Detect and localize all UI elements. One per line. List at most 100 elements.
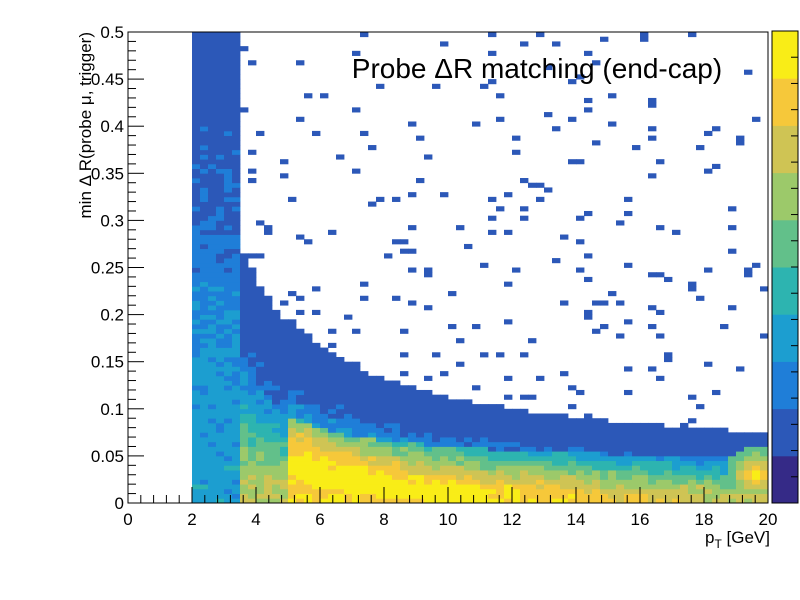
heatmap-cell <box>208 79 217 85</box>
heatmap-cell <box>256 389 265 396</box>
heatmap-cell <box>568 432 577 438</box>
heatmap-cell <box>600 498 609 504</box>
heatmap-cell <box>584 455 593 462</box>
heatmap-cell <box>480 408 489 414</box>
heatmap-cell <box>400 422 409 429</box>
heatmap-cell <box>240 107 249 113</box>
heatmap-cell <box>208 314 217 320</box>
heatmap-cell <box>472 441 481 447</box>
heatmap-cell <box>512 498 521 504</box>
heatmap-cell <box>200 159 209 165</box>
heatmap-cell <box>560 441 569 447</box>
heatmap-cell <box>664 276 673 283</box>
heatmap-cell <box>200 50 209 56</box>
heatmap-cell <box>528 460 537 466</box>
heatmap-cell <box>584 484 593 490</box>
heatmap-cell <box>552 126 561 132</box>
heatmap-cell <box>240 493 249 499</box>
heatmap-cell <box>368 380 377 386</box>
heatmap-cell <box>504 427 513 433</box>
heatmap-cell <box>424 484 433 490</box>
heatmap-cell <box>528 338 537 344</box>
heatmap-cell <box>344 399 353 405</box>
heatmap-cell <box>576 484 585 490</box>
heatmap-cell <box>584 446 593 452</box>
heatmap-cell <box>424 474 433 480</box>
heatmap-cell <box>360 394 369 400</box>
heatmap-cell <box>456 432 465 438</box>
heatmap-cell <box>568 446 577 452</box>
heatmap-cell <box>248 460 257 466</box>
heatmap-cell <box>520 441 529 447</box>
heatmap-cell <box>280 408 289 414</box>
heatmap-cell <box>368 465 377 471</box>
heatmap-cell <box>392 437 401 443</box>
heatmap-cell <box>264 404 273 410</box>
heatmap-cell <box>224 192 233 198</box>
heatmap-cell <box>256 375 265 381</box>
heatmap-cell <box>320 493 329 499</box>
heatmap-cell <box>232 258 241 264</box>
heatmap-cell <box>448 399 457 405</box>
heatmap-cell <box>528 432 537 438</box>
heatmap-cell <box>208 319 217 325</box>
heatmap-cell <box>488 432 497 438</box>
heatmap-cell <box>728 441 737 447</box>
heatmap-cell <box>264 385 273 391</box>
heatmap-cell <box>504 422 513 429</box>
heatmap-cell <box>464 399 473 405</box>
colorbar-segment <box>772 78 798 126</box>
heatmap-cell <box>504 432 513 438</box>
heatmap-cell <box>232 88 241 94</box>
heatmap-cell <box>280 479 289 485</box>
heatmap-cell <box>200 258 209 264</box>
heatmap-cell <box>208 295 217 301</box>
heatmap-cell <box>224 385 233 391</box>
heatmap-cell <box>448 484 457 490</box>
heatmap-cell <box>256 432 265 438</box>
heatmap-cell <box>200 135 209 141</box>
heatmap-cell <box>272 470 281 476</box>
heatmap-cell <box>328 385 337 391</box>
heatmap-cell <box>520 41 529 47</box>
heatmap-cell <box>424 446 433 452</box>
heatmap-cell <box>376 460 385 466</box>
heatmap-cell <box>528 474 537 480</box>
heatmap-cell <box>408 389 417 396</box>
heatmap-cell <box>224 446 233 452</box>
heatmap-cell <box>464 446 473 452</box>
heatmap-cell <box>192 210 201 217</box>
heatmap-cell <box>464 427 473 433</box>
heatmap-cell <box>568 493 577 499</box>
heatmap-cell <box>432 352 441 358</box>
heatmap-cell <box>728 248 737 254</box>
heatmap-cell <box>680 437 689 443</box>
heatmap-cell <box>192 145 201 151</box>
heatmap-cell <box>224 455 233 462</box>
heatmap-cell <box>216 324 225 330</box>
heatmap-cell <box>224 135 233 141</box>
heatmap-cell <box>208 163 217 169</box>
heatmap-cell <box>568 385 577 391</box>
heatmap-cell <box>624 470 633 476</box>
heatmap-cell <box>504 465 513 471</box>
heatmap-cell <box>288 333 297 339</box>
heatmap-cell <box>368 145 377 151</box>
heatmap-cell <box>416 455 425 462</box>
heatmap-cell <box>240 267 249 273</box>
heatmap-cell <box>496 93 505 99</box>
heatmap-cell <box>216 286 225 292</box>
heatmap-cell <box>224 394 233 400</box>
heatmap-cell <box>208 286 217 292</box>
heatmap-cell <box>384 437 393 443</box>
heatmap-cell <box>240 371 249 377</box>
heatmap-cell <box>224 432 233 438</box>
heatmap-cell <box>440 437 449 443</box>
heatmap-cell <box>648 484 657 490</box>
heatmap-cell <box>384 484 393 490</box>
heatmap-cell <box>600 474 609 480</box>
heatmap-cell <box>272 319 281 325</box>
heatmap-cell <box>560 427 569 433</box>
heatmap-cell <box>664 488 673 494</box>
heatmap-cell <box>400 437 409 443</box>
